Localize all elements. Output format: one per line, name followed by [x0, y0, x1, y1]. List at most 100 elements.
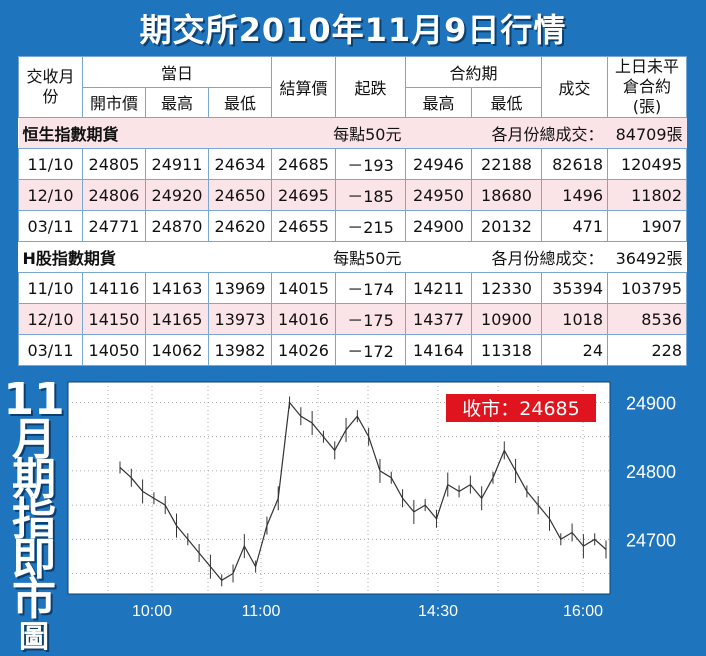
cell-month: 12/10 — [18, 179, 83, 211]
cell-month: 11/10 — [18, 148, 83, 180]
cell-high: 14062 — [145, 334, 209, 366]
cell-contract-low: 18680 — [470, 179, 543, 211]
x-tick-label: 14:30 — [418, 603, 458, 620]
cell-low: 24634 — [208, 148, 272, 180]
cell-open: 24805 — [82, 148, 146, 180]
chart-svg: 24900 24800 24700 10:00 11:00 14:30 16:00 收市：24… — [67, 381, 676, 620]
header-low: 最低 — [208, 86, 272, 118]
quotes-table: 交收月份 當日 結算價 起跌 合約期 成交 上日未平倉合約(張) 開市價 最高 … — [18, 56, 688, 366]
cell-open: 24771 — [82, 210, 146, 242]
cell-high: 24911 — [145, 148, 209, 180]
cell-low: 24650 — [208, 179, 272, 211]
close-badge — [446, 394, 596, 422]
cell-open-interest: 228 — [607, 334, 688, 366]
cell-open-interest: 11802 — [607, 179, 688, 211]
cell-settle: 24655 — [271, 210, 336, 242]
cell-contract-high: 24946 — [405, 148, 472, 180]
cell-contract-high: 24900 — [405, 210, 472, 242]
cell-contract-low: 11318 — [470, 334, 543, 366]
cell-contract-high: 14377 — [405, 303, 472, 335]
section-total-label: 各月份總成交： — [405, 241, 608, 273]
section-total: 36492張 — [607, 241, 687, 273]
chart-vertical-title: 11 月 期 指 即 市 圖 — [3, 378, 64, 656]
section-per-point: 每點50元 — [208, 241, 406, 273]
cell-open-interest: 103795 — [607, 272, 688, 304]
cell-open-interest: 8536 — [607, 303, 688, 335]
cell-change: －174 — [335, 272, 406, 304]
cell-open-interest: 1907 — [607, 210, 688, 242]
section-row: 恒生指數期貨 每點50元 各月份總成交： 84709張 — [18, 117, 687, 149]
cell-high: 14163 — [145, 272, 209, 304]
cell-settle: 24685 — [271, 148, 336, 180]
cell-open: 14150 — [82, 303, 146, 335]
close-badge-label: 收市：24685 — [462, 398, 579, 420]
cell-volume: 1496 — [541, 179, 609, 211]
cell-contract-high: 24950 — [405, 179, 472, 211]
cell-open: 24806 — [82, 179, 146, 211]
cell-open: 14116 — [82, 272, 146, 304]
header-day-group: 當日 — [82, 56, 272, 88]
cell-low: 24620 — [208, 210, 272, 242]
cell-open: 14050 — [82, 334, 146, 366]
table-row: 12/10 24806 24920 24650 24695 －185 24950… — [18, 179, 688, 211]
header-month: 交收月份 — [18, 56, 83, 118]
cell-change: －172 — [335, 334, 406, 366]
cell-volume: 82618 — [541, 148, 609, 180]
cell-low: 13982 — [208, 334, 272, 366]
table-row: 03/11 24771 24870 24620 24655 －215 24900… — [18, 210, 688, 242]
cell-low: 13973 — [208, 303, 272, 335]
cell-settle: 14026 — [271, 334, 336, 366]
chart-title-char: 期 — [12, 454, 56, 505]
header-settle: 結算價 — [271, 56, 336, 118]
header-open: 開市價 — [82, 86, 146, 118]
x-tick-label: 10:00 — [132, 603, 172, 620]
y-tick-label: 24900 — [626, 394, 676, 414]
cell-contract-low: 10900 — [470, 303, 543, 335]
chart-title-char: 即 — [12, 534, 56, 585]
series-line — [119, 401, 607, 582]
chart-title-char: 月 — [12, 414, 56, 465]
cell-contract-high: 14164 — [405, 334, 472, 366]
chart-title-char: 指 — [12, 494, 56, 545]
cell-open-interest: 120495 — [607, 148, 688, 180]
cell-contract-low: 22188 — [470, 148, 543, 180]
header-contract-group: 合約期 — [404, 56, 543, 88]
section-row: H股指數期貨 每點50元 各月份總成交： 36492張 — [18, 241, 687, 273]
cell-low: 13969 — [208, 272, 272, 304]
section-total: 84709張 — [607, 117, 687, 149]
cell-high: 14165 — [145, 303, 209, 335]
header-contract-low: 最低 — [470, 86, 543, 118]
intraday-chart-panel: 11 月 期 指 即 市 圖 24900 24800 24700 10:00 11:00… — [0, 372, 706, 656]
cell-settle: 24695 — [271, 179, 336, 211]
cell-volume: 35394 — [541, 272, 609, 304]
y-tick-label: 24800 — [626, 462, 676, 482]
cell-month: 03/11 — [18, 210, 83, 242]
cell-contract-low: 20132 — [470, 210, 543, 242]
header-contract-high: 最高 — [405, 86, 472, 118]
section-per-point: 每點50元 — [208, 117, 406, 149]
cell-change: －215 — [335, 210, 406, 242]
cell-high: 24920 — [145, 179, 209, 211]
cell-volume: 24 — [541, 334, 609, 366]
y-tick-label: 24700 — [626, 530, 676, 550]
header-open-interest: 上日未平倉合約(張) — [607, 56, 688, 118]
cell-volume: 1018 — [541, 303, 609, 335]
table-row: 11/10 24805 24911 24634 24685 －193 24946… — [18, 148, 688, 180]
cell-change: －185 — [335, 179, 406, 211]
chart-title-char: 市 — [12, 574, 56, 625]
section-name: 恒生指數期貨 — [18, 117, 209, 149]
cell-month: 11/10 — [18, 272, 83, 304]
cell-change: －193 — [335, 148, 406, 180]
table-row: 12/10 14150 14165 13973 14016 －175 14377… — [18, 303, 688, 335]
cell-month: 03/11 — [18, 334, 83, 366]
cell-change: －175 — [335, 303, 406, 335]
x-tick-label: 16:00 — [563, 603, 603, 620]
header-high: 最高 — [145, 86, 209, 118]
cell-high: 24870 — [145, 210, 209, 242]
cell-volume: 471 — [541, 210, 609, 242]
table-row: 11/10 14116 14163 13969 14015 －174 14211… — [18, 272, 688, 304]
header-volume: 成交 — [541, 56, 609, 118]
chart-title-char: 11 — [3, 374, 65, 425]
cell-settle: 14015 — [271, 272, 336, 304]
table-row: 03/11 14050 14062 13982 14026 －172 14164… — [18, 334, 688, 366]
